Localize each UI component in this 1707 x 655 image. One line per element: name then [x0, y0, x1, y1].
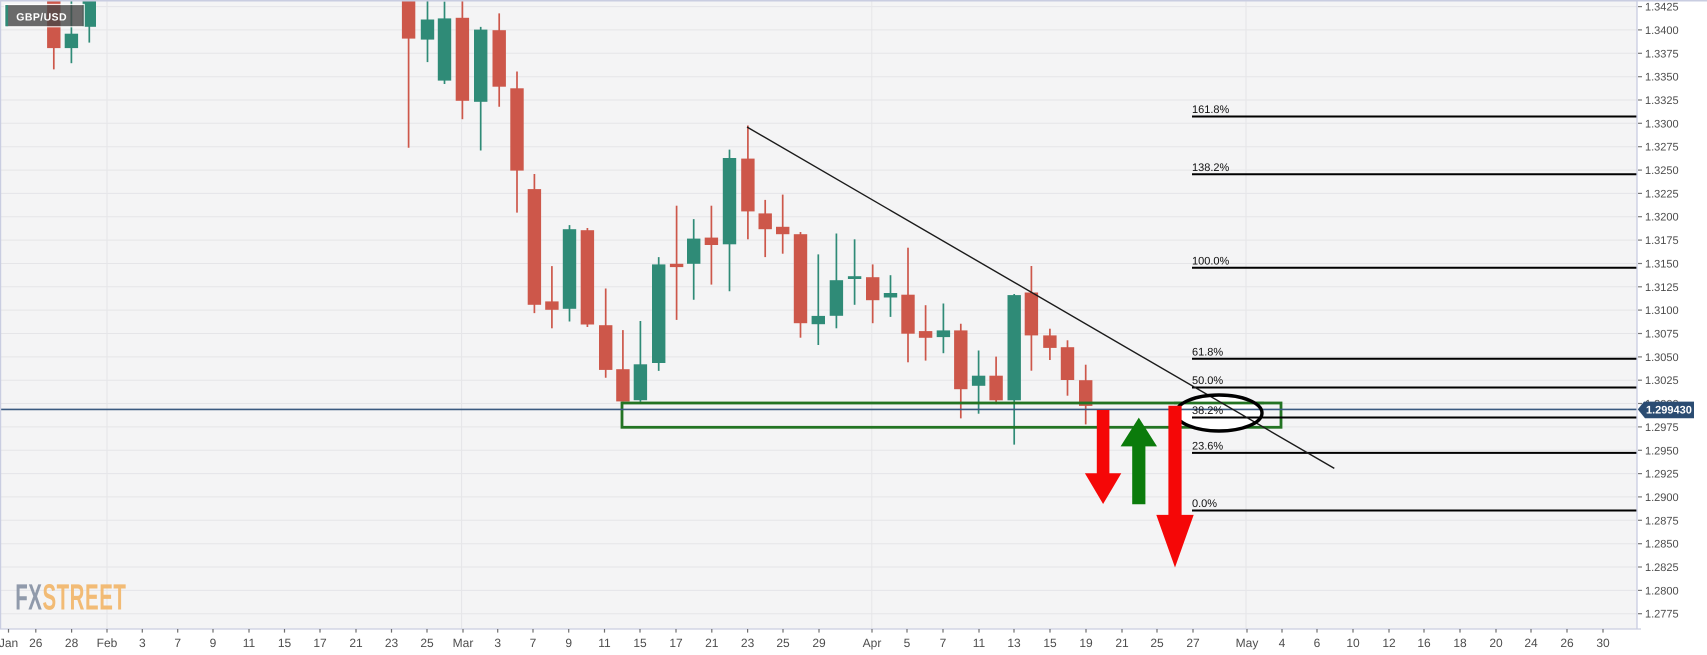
svg-text:Mar: Mar: [453, 636, 474, 650]
svg-text:21: 21: [1115, 636, 1129, 650]
svg-text:1.2900: 1.2900: [1645, 492, 1679, 504]
svg-text:25: 25: [1150, 636, 1164, 650]
svg-text:24: 24: [1524, 636, 1538, 650]
svg-text:17: 17: [669, 636, 683, 650]
svg-text:11: 11: [598, 636, 611, 650]
svg-text:1.3275: 1.3275: [1645, 142, 1679, 154]
svg-text:3: 3: [139, 636, 146, 650]
svg-text:15: 15: [633, 636, 647, 650]
svg-text:Apr: Apr: [863, 636, 882, 650]
svg-text:50.0%: 50.0%: [1192, 375, 1223, 387]
svg-text:29: 29: [812, 636, 826, 650]
svg-text:1.3300: 1.3300: [1645, 118, 1679, 130]
svg-text:9: 9: [210, 636, 217, 650]
svg-text:28: 28: [65, 636, 79, 650]
svg-text:1.2800: 1.2800: [1645, 585, 1679, 597]
svg-text:161.8%: 161.8%: [1192, 104, 1230, 116]
svg-text:7: 7: [174, 636, 181, 650]
svg-text:GBP/USD: GBP/USD: [16, 12, 67, 24]
svg-text:13: 13: [1007, 636, 1021, 650]
svg-text:23: 23: [741, 636, 755, 650]
svg-text:15: 15: [1043, 636, 1057, 650]
svg-text:21: 21: [705, 636, 719, 650]
svg-text:1.2850: 1.2850: [1645, 539, 1679, 551]
svg-text:26: 26: [1560, 636, 1574, 650]
svg-text:1.3200: 1.3200: [1645, 212, 1679, 224]
svg-text:17: 17: [313, 636, 327, 650]
svg-text:18: 18: [1453, 636, 1467, 650]
svg-text:1.3100: 1.3100: [1645, 305, 1679, 317]
svg-text:11: 11: [243, 636, 256, 650]
svg-text:1.3350: 1.3350: [1645, 72, 1679, 84]
svg-text:1.3050: 1.3050: [1645, 352, 1679, 364]
svg-text:0.0%: 0.0%: [1192, 498, 1217, 510]
svg-text:4: 4: [1279, 636, 1286, 650]
svg-text:1.2925: 1.2925: [1645, 469, 1679, 481]
svg-text:Jan: Jan: [0, 636, 18, 650]
svg-text:1.3125: 1.3125: [1645, 282, 1679, 294]
svg-text:61.8%: 61.8%: [1192, 346, 1223, 358]
svg-text:25: 25: [420, 636, 434, 650]
svg-text:12: 12: [1382, 636, 1396, 650]
svg-text:9: 9: [565, 636, 572, 650]
svg-text:19: 19: [1079, 636, 1093, 650]
svg-text:1.3325: 1.3325: [1645, 95, 1679, 107]
svg-text:1.3375: 1.3375: [1645, 48, 1679, 60]
svg-text:23: 23: [385, 636, 399, 650]
svg-text:138.2%: 138.2%: [1192, 162, 1230, 174]
svg-text:38.2%: 38.2%: [1192, 405, 1223, 417]
svg-text:1.2975: 1.2975: [1645, 422, 1679, 434]
svg-text:May: May: [1236, 636, 1259, 650]
svg-text:23.6%: 23.6%: [1192, 441, 1223, 453]
svg-text:1.2950: 1.2950: [1645, 445, 1679, 457]
svg-text:1.2825: 1.2825: [1645, 562, 1679, 574]
svg-text:15: 15: [278, 636, 292, 650]
svg-text:7: 7: [530, 636, 537, 650]
svg-text:100.0%: 100.0%: [1192, 255, 1230, 267]
svg-text:5: 5: [904, 636, 911, 650]
svg-text:6: 6: [1314, 636, 1321, 650]
svg-text:1.3175: 1.3175: [1645, 235, 1679, 247]
svg-text:1.2875: 1.2875: [1645, 515, 1679, 527]
svg-text:26: 26: [29, 636, 43, 650]
svg-text:FXSTREET: FXSTREET: [15, 577, 126, 618]
svg-text:20: 20: [1489, 636, 1503, 650]
svg-text:21: 21: [349, 636, 363, 650]
svg-text:1.299430: 1.299430: [1646, 405, 1692, 417]
svg-text:3: 3: [494, 636, 501, 650]
svg-text:10: 10: [1346, 636, 1360, 650]
svg-text:25: 25: [776, 636, 790, 650]
svg-text:27: 27: [1186, 636, 1200, 650]
svg-text:16: 16: [1417, 636, 1431, 650]
svg-text:1.3400: 1.3400: [1645, 25, 1679, 37]
svg-text:Feb: Feb: [97, 636, 118, 650]
svg-text:1.3225: 1.3225: [1645, 188, 1679, 200]
svg-text:1.2775: 1.2775: [1645, 609, 1679, 621]
svg-text:1.3025: 1.3025: [1645, 375, 1679, 387]
svg-text:11: 11: [973, 636, 986, 650]
svg-text:1.3150: 1.3150: [1645, 259, 1679, 271]
svg-text:1.3250: 1.3250: [1645, 165, 1679, 177]
svg-text:7: 7: [940, 636, 947, 650]
svg-text:1.3075: 1.3075: [1645, 329, 1679, 341]
svg-text:1.3425: 1.3425: [1645, 2, 1679, 14]
svg-text:30: 30: [1596, 636, 1610, 650]
